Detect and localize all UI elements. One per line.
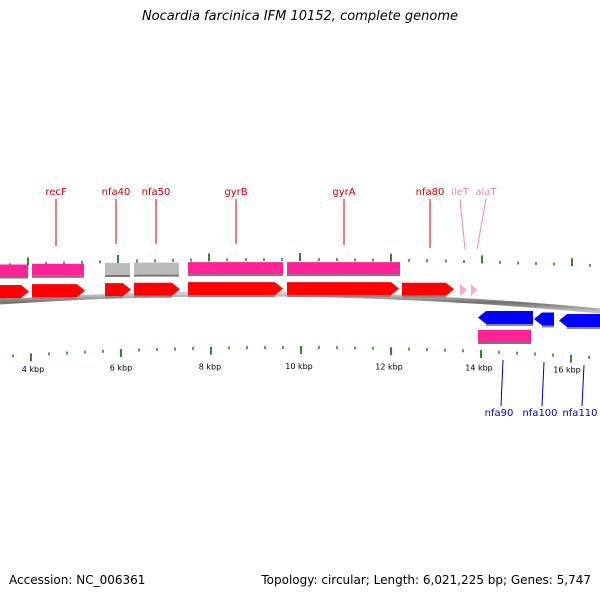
cds-arrow-forward: [134, 282, 180, 296]
scale-label: 16 kbp: [553, 365, 581, 374]
gene-bar-shadow: [478, 342, 531, 344]
gene-label-gyrb: gyrB: [224, 187, 247, 198]
scale-label: 4 kbp: [22, 365, 44, 374]
gene-label-nfa90: nfa90: [485, 408, 514, 419]
gene-label-leader: [581, 364, 585, 407]
cds-arrow-reverse-shadow: [567, 327, 600, 329]
cds-arrow-forward: [32, 284, 85, 298]
gene-bar: [105, 263, 130, 275]
cds-arrow-forward: [0, 285, 29, 299]
cds-arrow-forward-shadow: [0, 298, 21, 301]
trna-arrow: [471, 284, 477, 296]
gene-bar: [188, 262, 283, 275]
cds-arrow-reverse-shadow: [542, 325, 554, 328]
map-title: Nocardia farcinica IFM 10152, complete g…: [141, 9, 459, 24]
accession-text: Accession: NC_006361: [9, 573, 146, 587]
gene-bar-shadow: [134, 274, 179, 277]
cds-arrow-forward: [402, 282, 454, 296]
scale-label: 12 kbp: [375, 362, 403, 371]
scale-label: 10 kbp: [285, 362, 313, 371]
cds-arrow-forward-shadow: [105, 296, 123, 299]
scale-label: 8 kbp: [199, 362, 221, 371]
cds-arrow-reverse: [478, 311, 533, 324]
gene-label-alat: alaT: [475, 187, 497, 198]
cds-arrow-forward-shadow: [134, 295, 172, 298]
gene-bar-layer: [0, 262, 531, 344]
gene-bar-shadow: [287, 274, 400, 277]
gene-label-nfa100: nfa100: [522, 408, 557, 419]
gene-label-gyra: gyrA: [332, 187, 355, 198]
trna-arrow: [460, 284, 467, 296]
gene-label-ilet: ileT: [451, 187, 470, 198]
cds-arrow-reverse: [559, 314, 600, 327]
scale-label: 6 kbp: [110, 363, 132, 372]
cds-arrow-layer: [0, 282, 600, 329]
gene-label-layer: recF nfa40 nfa50 gyrB gyrA nfa80 ileT alaT nfa90…: [45, 187, 597, 419]
gene-label-recf: recF: [45, 187, 67, 198]
cds-arrow-reverse-shadow: [486, 324, 533, 326]
cds-arrow-forward-shadow: [188, 295, 275, 298]
gene-bar-shadow: [105, 275, 130, 277]
scale-label: 14 kbp: [465, 364, 493, 373]
cds-arrow-forward: [105, 283, 131, 297]
gene-label-nfa40: nfa40: [102, 187, 131, 198]
gene-bar: [134, 262, 179, 275]
gene-bar-shadow: [188, 274, 283, 277]
gene-bar: [32, 263, 84, 276]
gene-label-leader: [500, 359, 504, 407]
tick-layer: [9, 253, 591, 363]
cds-arrow-forward: [287, 282, 399, 296]
gene-label-leader: [476, 198, 487, 250]
gene-label-nfa50: nfa50: [142, 187, 171, 198]
cds-arrow-forward: [188, 282, 283, 296]
gene-bar: [478, 330, 531, 342]
gene-bar-shadow: [32, 275, 84, 278]
cds-arrow-forward-shadow: [402, 295, 446, 298]
gene-label-leader: [541, 361, 545, 407]
gene-label-nfa80: nfa80: [416, 187, 445, 198]
gene-label-nfa110: nfa110: [562, 408, 597, 419]
cds-arrow-forward-shadow: [32, 297, 77, 300]
gene-bar: [287, 262, 400, 275]
scale-label-layer: 4 kbp 6 kbp 8 kbp 10 kbp 12 kbp 14 kbp 16 kbp: [22, 362, 581, 374]
gene-bar-shadow: [0, 276, 28, 279]
genome-summary-text: Topology: circular; Length: 6,021,225 bp…: [261, 573, 591, 587]
cds-arrow-forward-shadow: [287, 295, 391, 298]
cds-arrow-reverse: [534, 312, 554, 326]
gene-label-leader: [459, 198, 466, 250]
gene-bar: [0, 264, 28, 277]
